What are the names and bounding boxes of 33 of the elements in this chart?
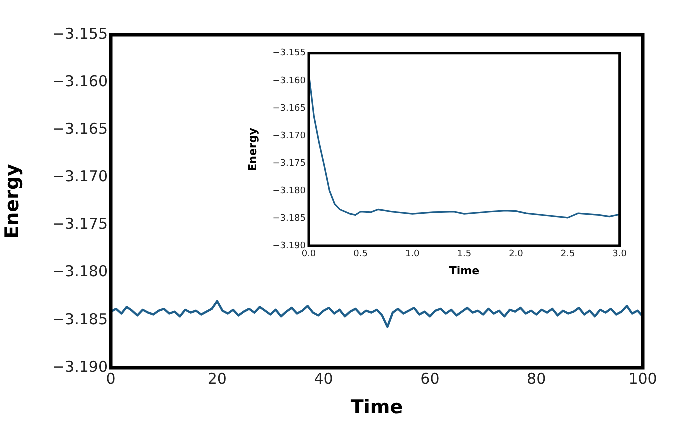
y-tick-label: −3.165 — [52, 120, 108, 138]
x-axis-title: Time — [350, 396, 404, 419]
x-tick-label: 1.0 — [405, 250, 420, 260]
y-tick-label: −3.190 — [52, 358, 108, 376]
y-tick-label: −3.165 — [272, 104, 306, 114]
y-tick-label: −3.185 — [52, 310, 108, 328]
y-tick-label: −3.170 — [272, 131, 306, 142]
x-tick-label: 20 — [208, 370, 227, 388]
x-tick-label: 1.5 — [457, 250, 472, 260]
y-tick-label: −3.180 — [272, 186, 306, 196]
y-tick-label: −3.185 — [272, 214, 306, 224]
x-tick-label: 100 — [628, 370, 658, 388]
y-tick-label: −3.160 — [272, 76, 306, 86]
y-tick-label: −3.175 — [52, 215, 108, 234]
x-tick-label: 2.5 — [560, 250, 576, 260]
x-tick-label: 0 — [106, 370, 116, 388]
x-tick-label: 60 — [420, 370, 440, 388]
x-axis-title: Time — [449, 264, 480, 278]
x-tick-label: 0.0 — [302, 250, 316, 260]
x-tick-label: 80 — [527, 370, 546, 388]
y-tick-label: −3.180 — [52, 262, 108, 281]
y-axis-title: Energy — [1, 164, 24, 239]
x-tick-label: 0.5 — [354, 250, 368, 260]
y-tick-label: −3.155 — [272, 48, 306, 59]
x-tick-label: 3.0 — [612, 250, 628, 260]
y-tick-label: −3.175 — [272, 158, 306, 169]
y-axis-title: Energy — [246, 128, 260, 172]
y-tick-label: −3.190 — [272, 241, 306, 252]
y-tick-label: −3.170 — [52, 168, 108, 186]
x-tick-label: 2.0 — [509, 250, 524, 260]
y-tick-label: −3.155 — [52, 24, 108, 43]
y-tick-label: −3.160 — [52, 72, 108, 90]
x-tick-label: 40 — [314, 370, 334, 388]
